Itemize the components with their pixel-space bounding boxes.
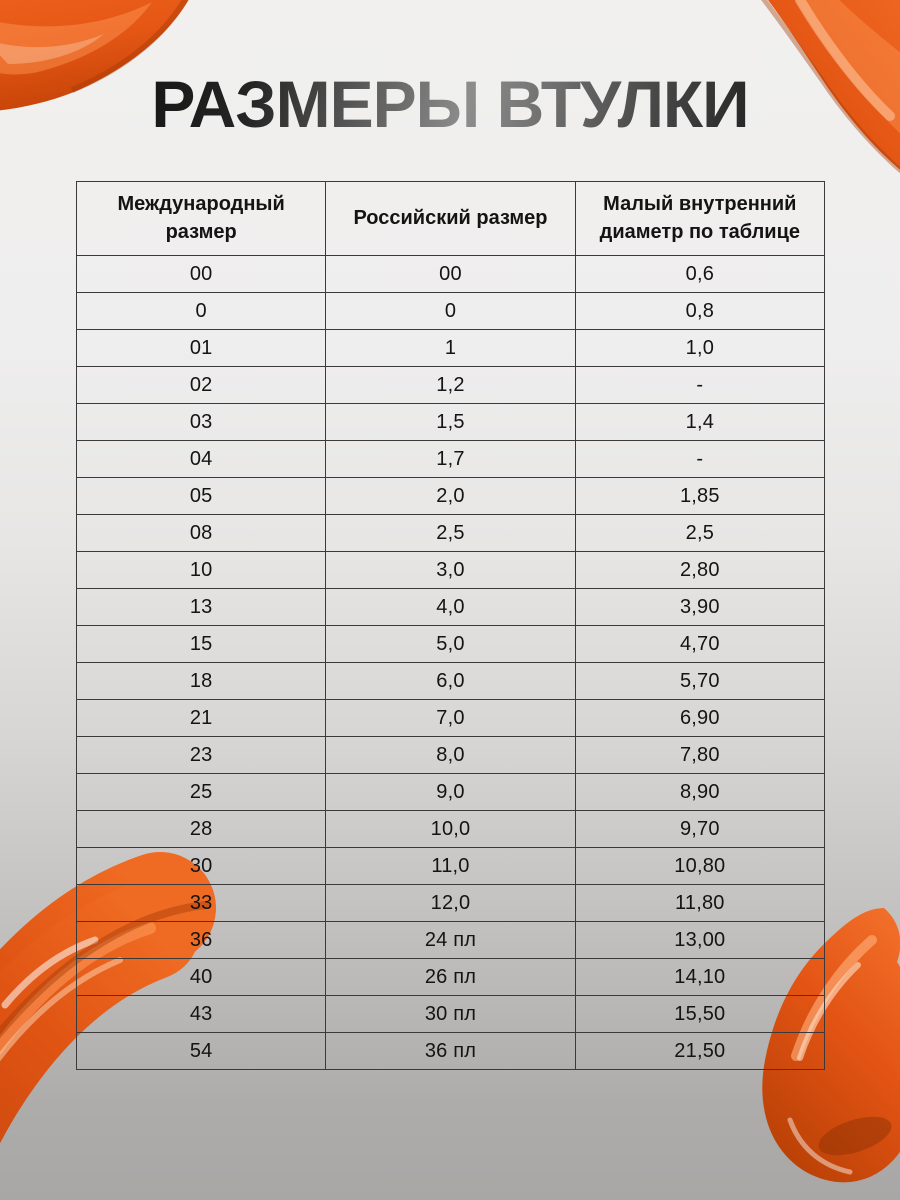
table-cell: 28 <box>75 810 327 848</box>
table-cell: 02 <box>75 366 327 404</box>
table-header-row: Международный размер Российский размер М… <box>75 181 826 256</box>
table-cell: 0,8 <box>574 292 826 330</box>
table-cell: 2,0 <box>325 477 576 515</box>
table-row: 01 1 1,0 <box>75 329 826 367</box>
table-cell: 4,70 <box>574 625 826 663</box>
table-cell: 9,70 <box>574 810 826 848</box>
table-cell: 43 <box>75 995 327 1033</box>
table-cell: 10,80 <box>574 847 826 885</box>
table-cell: 04 <box>75 440 327 478</box>
table-cell: 15 <box>75 625 327 663</box>
size-table: Международный размер Российский размер М… <box>75 181 826 1070</box>
column-header-international-size: Международный размер <box>75 181 327 256</box>
table-row: 03 1,5 1,4 <box>75 403 826 441</box>
table-cell: 21,50 <box>574 1032 826 1070</box>
table-cell: 30 <box>75 847 327 885</box>
table-cell: 01 <box>75 329 327 367</box>
table-cell: 15,50 <box>574 995 826 1033</box>
table-row: 30 11,0 10,80 <box>75 847 826 885</box>
table-cell: 1,2 <box>325 366 576 404</box>
table-cell: 13 <box>75 588 327 626</box>
table-cell: - <box>574 440 826 478</box>
table-cell: 05 <box>75 477 327 515</box>
table-row: 28 10,0 9,70 <box>75 810 826 848</box>
table-cell: 25 <box>75 773 327 811</box>
table-cell: 5,70 <box>574 662 826 700</box>
table-cell: 1,5 <box>325 403 576 441</box>
table-cell: 8,90 <box>574 773 826 811</box>
table-cell: 13,00 <box>574 921 826 959</box>
table-cell: 1,7 <box>325 440 576 478</box>
table-row: 43 30 пл 15,50 <box>75 995 826 1033</box>
table-row: 02 1,2- <box>75 366 826 404</box>
table-cell: 4,0 <box>325 588 576 626</box>
table-row: 40 26 пл 14,10 <box>75 958 826 996</box>
table-cell: 36 <box>75 921 327 959</box>
table-cell: 1,85 <box>574 477 826 515</box>
table-cell: 0 <box>325 292 576 330</box>
table-cell: 03 <box>75 403 327 441</box>
table-row: 18 6,0 5,70 <box>75 662 826 700</box>
table-row: 05 2,0 1,85 <box>75 477 826 515</box>
table-cell: 12,0 <box>325 884 576 922</box>
table-row: 04 1,7- <box>75 440 826 478</box>
table-cell: 6,90 <box>574 699 826 737</box>
table-cell: - <box>574 366 826 404</box>
table-cell: 0,6 <box>574 255 826 293</box>
table-cell: 2,5 <box>325 514 576 552</box>
page-title: РАЗМЕРЫ ВТУЛКИ <box>0 66 900 142</box>
column-header-russian-size: Российский размер <box>325 181 576 256</box>
table-cell: 33 <box>75 884 327 922</box>
table-cell: 00 <box>75 255 327 293</box>
table-cell: 23 <box>75 736 327 774</box>
table-cell: 11,80 <box>574 884 826 922</box>
table-row: 54 36 пл 21,50 <box>75 1032 826 1070</box>
table-cell: 30 пл <box>325 995 576 1033</box>
table-header: Международный размер Российский размер М… <box>75 181 826 256</box>
table-cell: 3,0 <box>325 551 576 589</box>
table-cell: 9,0 <box>325 773 576 811</box>
table-cell: 5,0 <box>325 625 576 663</box>
table-cell: 0 <box>75 292 327 330</box>
table-cell: 7,0 <box>325 699 576 737</box>
table-cell: 54 <box>75 1032 327 1070</box>
table-cell: 18 <box>75 662 327 700</box>
table-cell: 2,80 <box>574 551 826 589</box>
column-header-inner-diameter: Малый внутренний диаметр по таблице <box>574 181 826 256</box>
table-row: 21 7,0 6,90 <box>75 699 826 737</box>
table-row: 25 9,0 8,90 <box>75 773 826 811</box>
table-cell: 8,0 <box>325 736 576 774</box>
table-cell: 24 пл <box>325 921 576 959</box>
table-cell: 3,90 <box>574 588 826 626</box>
table-cell: 7,80 <box>574 736 826 774</box>
table-cell: 14,10 <box>574 958 826 996</box>
table-cell: 00 <box>325 255 576 293</box>
table-row: 0 0 0,8 <box>75 292 826 330</box>
table-cell: 11,0 <box>325 847 576 885</box>
table-cell: 1 <box>325 329 576 367</box>
table-body: 00 00 0,6 0 0 0,8 01 1 1,0 02 1,2-03 1,5 1,4 04 1,7-05… <box>75 255 826 1070</box>
table-row: 13 4,0 3,90 <box>75 588 826 626</box>
table-row: 23 8,0 7,80 <box>75 736 826 774</box>
table-cell: 10 <box>75 551 327 589</box>
table-cell: 10,0 <box>325 810 576 848</box>
table-row: 33 12,0 11,80 <box>75 884 826 922</box>
table-cell: 40 <box>75 958 327 996</box>
table-cell: 36 пл <box>325 1032 576 1070</box>
table-cell: 2,5 <box>574 514 826 552</box>
table-row: 36 24 пл 13,00 <box>75 921 826 959</box>
table-row: 15 5,0 4,70 <box>75 625 826 663</box>
table-row: 10 3,0 2,80 <box>75 551 826 589</box>
table-cell: 26 пл <box>325 958 576 996</box>
table-row: 00 00 0,6 <box>75 255 826 293</box>
table-row: 08 2,5 2,5 <box>75 514 826 552</box>
table-cell: 21 <box>75 699 327 737</box>
table-cell: 08 <box>75 514 327 552</box>
table-cell: 1,4 <box>574 403 826 441</box>
table-cell: 1,0 <box>574 329 826 367</box>
table-cell: 6,0 <box>325 662 576 700</box>
